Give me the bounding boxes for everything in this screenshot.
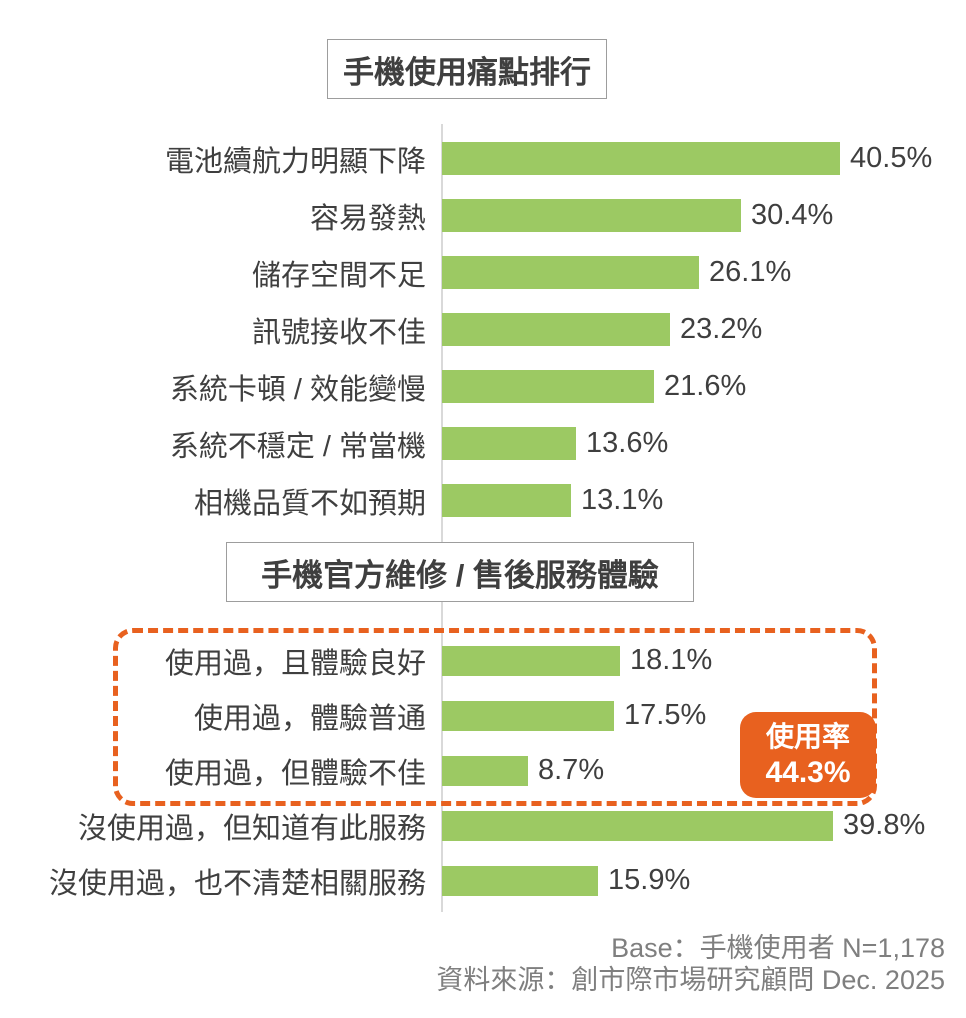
- chart2-title-box: 手機官方維修 / 售後服務體驗: [226, 542, 694, 602]
- category-label: 沒使用過，但知道有此服務: [77, 812, 426, 845]
- value-label: 40.5%: [850, 142, 933, 174]
- bar-row: 系統不穩定 / 常當機 13.6%: [0, 415, 966, 472]
- category-label: 相機品質不如預期: [193, 487, 426, 520]
- value-label: 30.4%: [751, 199, 834, 231]
- base-note: Base：手機使用者 N=1,178: [611, 933, 945, 963]
- data-source-note: 資料來源：創市際市場研究顧問 Dec. 2025: [436, 965, 945, 995]
- bar-row: 儲存空間不足 26.1%: [0, 244, 966, 301]
- category-label: 系統不穩定 / 常當機: [169, 430, 426, 463]
- bar-row: 使用過，體驗普通 17.5%: [0, 688, 966, 743]
- bar: [442, 142, 840, 175]
- chart1-title-box: 手機使用痛點排行: [327, 39, 607, 99]
- bar-row: 電池續航力明顯下降 40.5%: [0, 130, 966, 187]
- value-label: 15.9%: [608, 864, 691, 896]
- badge-title: 使用率: [765, 721, 850, 752]
- value-label: 13.6%: [586, 427, 669, 459]
- badge-value: 44.3%: [765, 756, 851, 789]
- chart1-title: 手機使用痛點排行: [343, 54, 591, 90]
- bar: [442, 484, 571, 517]
- bar-row: 系統卡頓 / 效能變慢 21.6%: [0, 358, 966, 415]
- value-label: 8.7%: [538, 754, 605, 786]
- category-label: 儲存空間不足: [251, 259, 426, 292]
- category-label: 使用過，且體驗良好: [164, 647, 426, 680]
- bar: [442, 645, 620, 676]
- bar: [442, 810, 833, 841]
- value-label: 18.1%: [630, 644, 713, 676]
- bar: [442, 370, 654, 403]
- bar: [442, 755, 528, 786]
- usage-rate-badge: 使用率 44.3%: [740, 712, 876, 798]
- service-experience-chart: 使用過，且體驗良好 18.1% 使用過，體驗普通 17.5% 使用過，但體驗不佳…: [0, 633, 966, 908]
- bar-row: 容易發熱 30.4%: [0, 187, 966, 244]
- value-label: 17.5%: [624, 699, 707, 731]
- category-label: 沒使用過，也不清楚相關服務: [48, 867, 426, 900]
- category-label: 電池續航力明顯下降: [164, 145, 426, 178]
- category-label: 訊號接收不佳: [251, 316, 426, 349]
- bar: [442, 199, 741, 232]
- source-notes: Base：手機使用者 N=1,178 資料來源：創市際市場研究顧問 Dec. 2…: [436, 932, 945, 996]
- bar-row: 使用過，但體驗不佳 8.7%: [0, 743, 966, 798]
- bar: [442, 313, 670, 346]
- bar-row: 沒使用過，也不清楚相關服務 15.9%: [0, 853, 966, 908]
- category-label: 使用過，體驗普通: [193, 702, 426, 735]
- bar-row: 使用過，且體驗良好 18.1%: [0, 633, 966, 688]
- value-label: 13.1%: [581, 484, 664, 516]
- value-label: 26.1%: [709, 256, 792, 288]
- bar-row: 訊號接收不佳 23.2%: [0, 301, 966, 358]
- value-label: 39.8%: [843, 809, 926, 841]
- bar: [442, 865, 598, 896]
- bar: [442, 700, 614, 731]
- category-label: 系統卡頓 / 效能變慢: [169, 373, 426, 406]
- pain-points-chart: 電池續航力明顯下降 40.5% 容易發熱 30.4% 儲存空間不足 26.1% …: [0, 130, 966, 529]
- axis-baseline: [441, 124, 443, 912]
- chart2-title: 手機官方維修 / 售後服務體驗: [261, 557, 659, 593]
- value-label: 21.6%: [664, 370, 747, 402]
- bar-row: 相機品質不如預期 13.1%: [0, 472, 966, 529]
- bar: [442, 427, 576, 460]
- category-label: 使用過，但體驗不佳: [164, 757, 426, 790]
- category-label: 容易發熱: [309, 202, 426, 235]
- value-label: 23.2%: [680, 313, 763, 345]
- bar-row: 沒使用過，但知道有此服務 39.8%: [0, 798, 966, 853]
- bar: [442, 256, 699, 289]
